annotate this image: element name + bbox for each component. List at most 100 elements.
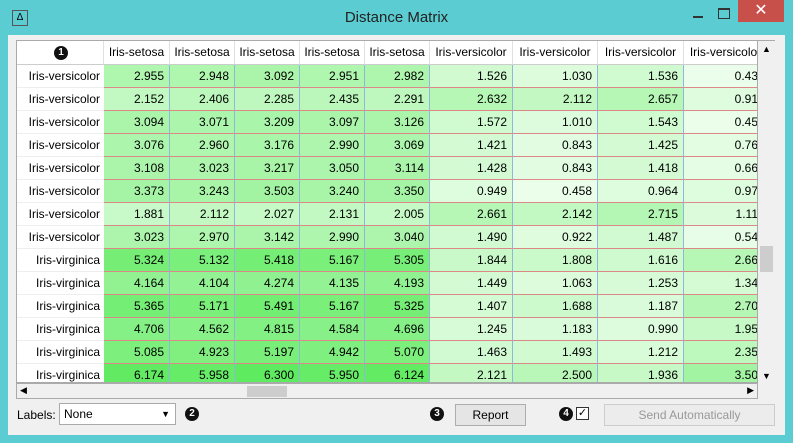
app-icon: Δ bbox=[12, 10, 28, 26]
distance-cell: 1.616 bbox=[598, 249, 684, 272]
distance-cell: 1.11 bbox=[684, 203, 757, 226]
distance-cell: 0.76 bbox=[684, 134, 757, 157]
distance-cell: 0.843 bbox=[513, 157, 598, 180]
distance-cell: 1.187 bbox=[598, 295, 684, 318]
distance-cell: 1.936 bbox=[598, 364, 684, 382]
distance-cell: 2.152 bbox=[104, 88, 170, 111]
distance-cell: 0.843 bbox=[513, 134, 598, 157]
distance-cell: 0.97 bbox=[684, 180, 757, 203]
distance-cell: 5.167 bbox=[300, 295, 365, 318]
row-header: Iris-versicolor bbox=[17, 111, 104, 134]
distance-cell: 2.027 bbox=[235, 203, 300, 226]
distance-cell: 3.217 bbox=[235, 157, 300, 180]
row-header: Iris-virginica bbox=[17, 318, 104, 341]
distance-cell: 3.126 bbox=[365, 111, 430, 134]
row-header: Iris-versicolor bbox=[17, 180, 104, 203]
distance-cell: 3.094 bbox=[104, 111, 170, 134]
distance-cell: 4.923 bbox=[170, 341, 235, 364]
distance-cell: 1.536 bbox=[598, 65, 684, 88]
distance-cell: 2.955 bbox=[104, 65, 170, 88]
distance-cell: 1.212 bbox=[598, 341, 684, 364]
annotation-badge: 2 bbox=[185, 407, 199, 421]
distance-cell: 4.104 bbox=[170, 272, 235, 295]
distance-cell: 3.209 bbox=[235, 111, 300, 134]
row-header: Iris-versicolor bbox=[17, 226, 104, 249]
distance-cell: 2.285 bbox=[235, 88, 300, 111]
horizontal-scrollbar[interactable]: ◀ ▶ bbox=[16, 383, 758, 399]
distance-cell: 1.421 bbox=[430, 134, 513, 157]
distance-cell: 2.291 bbox=[365, 88, 430, 111]
distance-cell: 2.131 bbox=[300, 203, 365, 226]
distance-cell: 4.706 bbox=[104, 318, 170, 341]
distance-cell: 6.174 bbox=[104, 364, 170, 382]
distance-cell: 5.070 bbox=[365, 341, 430, 364]
minimize-button[interactable] bbox=[686, 4, 710, 24]
distance-cell: 2.112 bbox=[513, 88, 598, 111]
row-header: Iris-virginica bbox=[17, 364, 104, 382]
distance-cell: 3.108 bbox=[104, 157, 170, 180]
distance-cell: 3.176 bbox=[235, 134, 300, 157]
distance-cell: 3.240 bbox=[300, 180, 365, 203]
row-header: Iris-versicolor bbox=[17, 88, 104, 111]
distance-cell: 0.990 bbox=[598, 318, 684, 341]
distance-cell: 4.135 bbox=[300, 272, 365, 295]
report-button[interactable]: Report bbox=[455, 404, 526, 426]
distance-cell: 1.063 bbox=[513, 272, 598, 295]
distance-cell: 2.435 bbox=[300, 88, 365, 111]
row-header: Iris-virginica bbox=[17, 295, 104, 318]
distance-cell: 1.010 bbox=[513, 111, 598, 134]
maximize-button[interactable] bbox=[712, 4, 736, 24]
vertical-scrollbar[interactable]: ▲ ▼ bbox=[758, 40, 775, 384]
send-automatically-button[interactable]: Send Automatically bbox=[604, 404, 775, 426]
distance-cell: 0.458 bbox=[513, 180, 598, 203]
distance-cell: 2.970 bbox=[170, 226, 235, 249]
distance-cell: 4.274 bbox=[235, 272, 300, 295]
labels-caption: Labels: bbox=[17, 408, 56, 422]
distance-cell: 3.114 bbox=[365, 157, 430, 180]
distance-cell: 3.503 bbox=[235, 180, 300, 203]
distance-cell: 4.696 bbox=[365, 318, 430, 341]
distance-cell: 1.881 bbox=[104, 203, 170, 226]
distance-cell: 1.425 bbox=[598, 134, 684, 157]
distance-cell: 3.373 bbox=[104, 180, 170, 203]
distance-cell: 5.132 bbox=[170, 249, 235, 272]
column-header: Iris-setosa bbox=[170, 41, 235, 65]
distance-cell: 3.076 bbox=[104, 134, 170, 157]
column-header: Iris-versicolor bbox=[430, 41, 513, 65]
distance-cell: 0.66 bbox=[684, 157, 757, 180]
distance-cell: 2.990 bbox=[300, 226, 365, 249]
distance-cell: 3.350 bbox=[365, 180, 430, 203]
distance-cell: 1.428 bbox=[430, 157, 513, 180]
row-header: Iris-versicolor bbox=[17, 65, 104, 88]
distance-cell: 3.050 bbox=[300, 157, 365, 180]
column-header: Iris-versicolo bbox=[684, 41, 757, 65]
distance-cell: 1.407 bbox=[430, 295, 513, 318]
auto-send-checkbox[interactable]: ✓ bbox=[576, 407, 589, 420]
column-header: Iris-setosa bbox=[300, 41, 365, 65]
distance-cell: 4.584 bbox=[300, 318, 365, 341]
distance-cell: 2.661 bbox=[430, 203, 513, 226]
distance-cell: 5.171 bbox=[170, 295, 235, 318]
distance-cell: 1.030 bbox=[513, 65, 598, 88]
distance-cell: 1.490 bbox=[430, 226, 513, 249]
distance-cell: 2.406 bbox=[170, 88, 235, 111]
distance-cell: 2.948 bbox=[170, 65, 235, 88]
distance-cell: 3.142 bbox=[235, 226, 300, 249]
distance-cell: 2.960 bbox=[170, 134, 235, 157]
annotation-badge: 1 bbox=[54, 46, 68, 60]
distance-cell: 5.491 bbox=[235, 295, 300, 318]
column-header: Iris-versicolor bbox=[598, 41, 684, 65]
distance-cell: 0.45 bbox=[684, 111, 757, 134]
distance-cell: 1.463 bbox=[430, 341, 513, 364]
close-button[interactable]: ✕ bbox=[738, 0, 784, 22]
distance-cell: 4.815 bbox=[235, 318, 300, 341]
labels-select[interactable]: None ▼ bbox=[59, 403, 176, 425]
row-header: Iris-versicolor bbox=[17, 203, 104, 226]
distance-cell: 4.562 bbox=[170, 318, 235, 341]
distance-cell: 0.43 bbox=[684, 65, 757, 88]
distance-cell: 4.164 bbox=[104, 272, 170, 295]
distance-cell: 6.124 bbox=[365, 364, 430, 382]
distance-cell: 5.324 bbox=[104, 249, 170, 272]
distance-cell: 2.715 bbox=[598, 203, 684, 226]
distance-cell: 1.493 bbox=[513, 341, 598, 364]
